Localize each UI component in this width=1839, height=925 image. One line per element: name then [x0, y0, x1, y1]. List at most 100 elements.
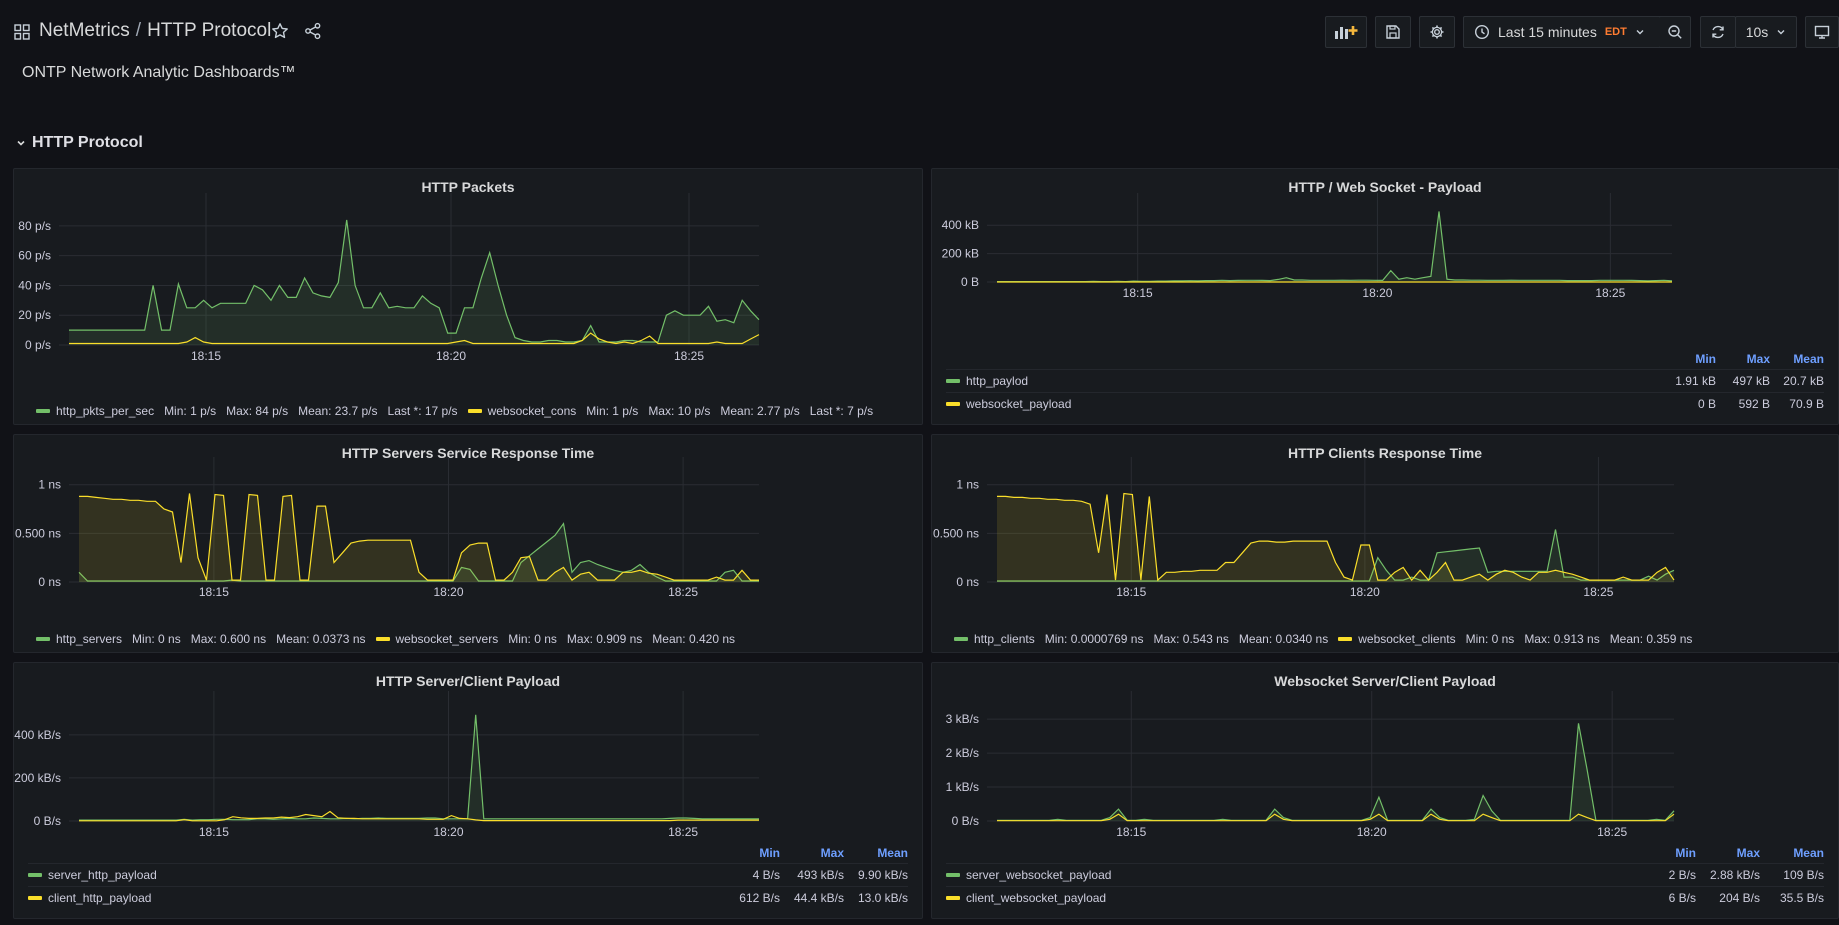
- y-tick-label: 1 ns: [38, 478, 61, 492]
- panel-http-clients-response-time[interactable]: HTTP Clients Response Time 0 ns 0.500 ns 1…: [931, 434, 1839, 653]
- series-line-http_paylod: [997, 211, 1673, 283]
- legend-col-mean[interactable]: Mean: [1793, 352, 1824, 366]
- gear-icon: [1430, 25, 1444, 39]
- legend-item[interactable]: websocket_servers: [375, 632, 499, 646]
- x-tick-label: 18:15: [191, 349, 221, 363]
- tv-mode-button[interactable]: [1805, 16, 1839, 48]
- legend-min: Min: 0 ns: [132, 632, 181, 646]
- legend-series-name: http_paylod: [966, 373, 1029, 388]
- panel-websocket-server-client-payload[interactable]: Websocket Server/Client Payload 0 B/s 1 k…: [931, 662, 1839, 919]
- legend-col-max[interactable]: Max: [1736, 846, 1760, 860]
- legend-max-value: 2.88 kB/s: [1709, 868, 1760, 882]
- x-tick-label: 18:15: [1123, 286, 1153, 300]
- legend-swatch: [946, 402, 960, 406]
- legend-series: client_websocket_payload: [946, 887, 1632, 909]
- panel-title: HTTP / Web Socket - Payload: [1288, 179, 1482, 195]
- apps-grid-icon[interactable]: [14, 24, 30, 40]
- legend-min-value: 6 B/s: [1668, 891, 1696, 905]
- series-area-http_pkts_per_sec: [69, 219, 759, 345]
- series-line-http_servers: [78, 522, 759, 582]
- panel-http-servers-response-time[interactable]: HTTP Servers Service Response Time 0 ns 0…: [13, 434, 923, 653]
- legend-series-name: server_http_payload: [48, 867, 157, 882]
- legend-col-min[interactable]: Min: [1695, 352, 1716, 366]
- legend-item[interactable]: websocket_cons: [467, 404, 576, 418]
- legend-series-name: server_websocket_payload: [966, 867, 1112, 882]
- legend-series-name: client_websocket_payload: [966, 890, 1107, 905]
- series-line-http_pkts_per_sec: [69, 219, 760, 343]
- y-tick-label: 400 kB: [942, 218, 979, 232]
- legend-item[interactable]: websocket_clients: [1338, 632, 1456, 646]
- legend-header: Min Max Mean: [946, 843, 1824, 863]
- legend-mean: Mean: 0.359 ns: [1609, 632, 1693, 646]
- save-dashboard-button[interactable]: [1375, 16, 1411, 48]
- panel-http-server-client-payload[interactable]: HTTP Server/Client Payload 0 B/s 200 kB/s…: [13, 662, 923, 919]
- breadcrumb-folder[interactable]: NetMetrics: [39, 20, 130, 41]
- y-tick-label: 0 B/s: [34, 814, 61, 828]
- legend-row[interactable]: server_http_payload 4 B/s 493 kB/s 9.90 …: [28, 863, 908, 886]
- legend-row[interactable]: client_websocket_payload 6 B/s 204 B/s 3…: [946, 886, 1824, 909]
- x-tick-label: 18:25: [1595, 286, 1625, 300]
- legend-col-min[interactable]: Min: [759, 846, 780, 860]
- series-area-websocket_clients: [997, 493, 1674, 582]
- time-range-picker[interactable]: Last 15 minutes EDT: [1463, 16, 1672, 48]
- x-tick-label: 18:20: [433, 585, 463, 599]
- y-tick-label: 0.500 ns: [15, 526, 61, 540]
- legend-swatch: [467, 409, 482, 413]
- breadcrumb-dashboard[interactable]: HTTP Protocol: [147, 20, 272, 41]
- legend-max: Max: 0.543 ns: [1153, 632, 1229, 646]
- legend-col-max[interactable]: Max: [820, 846, 844, 860]
- series-area-websocket_servers: [79, 493, 759, 582]
- star-icon[interactable]: [271, 22, 289, 40]
- panel-title: HTTP Packets: [421, 179, 515, 195]
- legend-col-mean[interactable]: Mean: [877, 846, 908, 860]
- y-tick-label: 1 kB/s: [946, 780, 979, 794]
- series-area-server_http_payload: [79, 714, 759, 821]
- y-tick-label: 1 ns: [956, 478, 979, 492]
- add-panel-button[interactable]: [1325, 16, 1367, 48]
- row-header[interactable]: HTTP Protocol: [16, 134, 143, 152]
- y-tick-label: 0 ns: [956, 575, 979, 589]
- panel-http-websocket-payload[interactable]: HTTP / Web Socket - Payload 0 B 200 kB 400…: [931, 168, 1839, 425]
- legend-swatch: [946, 873, 960, 877]
- legend-series-name: websocket_clients: [1358, 632, 1456, 646]
- legend-item[interactable]: http_servers: [36, 632, 122, 646]
- share-icon[interactable]: [304, 22, 322, 40]
- time-range-label: Last 15 minutes: [1498, 24, 1597, 40]
- x-tick-label: 18:25: [1597, 825, 1627, 839]
- legend-series-name: websocket_servers: [395, 632, 499, 646]
- legend-mean: Mean: 23.7 p/s: [298, 404, 378, 418]
- legend-max-value: 592 B: [1738, 397, 1770, 411]
- legend-mean-value: 9.90 kB/s: [857, 868, 908, 882]
- panel-http-packets[interactable]: HTTP Packets 0 p/s 20 p/s 40 p/s 60 p/s 80 p…: [13, 168, 923, 425]
- x-tick-label: 18:25: [1583, 585, 1613, 599]
- legend-mean-value: 13.0 kB/s: [857, 891, 908, 905]
- legend-swatch: [36, 637, 50, 641]
- legend-series: websocket_payload: [946, 393, 1662, 415]
- legend-row[interactable]: server_websocket_payload 2 B/s 2.88 kB/s…: [946, 863, 1824, 886]
- legend-swatch: [36, 409, 50, 413]
- legend-item[interactable]: http_pkts_per_sec: [36, 404, 154, 418]
- refresh-button[interactable]: [1700, 16, 1736, 48]
- legend-col-max[interactable]: Max: [1746, 352, 1770, 366]
- legend-mean-value: 35.5 B/s: [1779, 891, 1824, 905]
- series-area-http_servers: [79, 523, 759, 582]
- legend-max: Max: 0.600 ns: [190, 632, 267, 646]
- legend-row[interactable]: client_http_payload 612 B/s 44.4 kB/s 13…: [28, 886, 908, 909]
- legend-max: Max: 10 p/s: [648, 404, 711, 418]
- legend-item[interactable]: http_clients: [954, 632, 1035, 646]
- legend-row[interactable]: websocket_payload 0 B 592 B 70.9 B: [946, 392, 1824, 415]
- legend-col-mean[interactable]: Mean: [1793, 846, 1824, 860]
- legend-mean-value: 70.9 B: [1789, 397, 1824, 411]
- y-tick-label: 0 B/s: [952, 814, 979, 828]
- legend-row[interactable]: http_paylod 1.91 kB 497 kB 20.7 kB: [946, 369, 1824, 392]
- zoom-out-button[interactable]: [1659, 16, 1691, 48]
- legend-swatch: [946, 896, 960, 900]
- dashboard-settings-button[interactable]: [1419, 16, 1455, 48]
- legend-last: Last *: 7 p/s: [809, 404, 874, 418]
- chart-http-servers-response-time: 0 ns 0.500 ns 1 ns 18:15 18:20 18:25: [15, 457, 759, 599]
- refresh-interval-picker[interactable]: 10s: [1735, 16, 1797, 48]
- y-tick-label: 200 kB/s: [14, 771, 61, 785]
- legend-col-min[interactable]: Min: [1675, 846, 1696, 860]
- x-tick-label: 18:15: [1116, 585, 1146, 599]
- monitor-icon: [1814, 25, 1830, 39]
